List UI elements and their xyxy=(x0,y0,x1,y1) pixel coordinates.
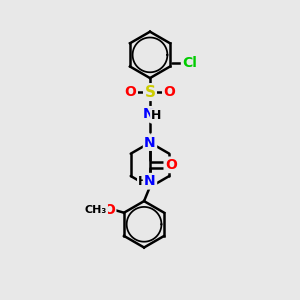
Text: H: H xyxy=(152,109,162,122)
Text: H: H xyxy=(138,175,148,188)
Text: O: O xyxy=(125,85,136,99)
Text: O: O xyxy=(103,203,115,217)
Text: Cl: Cl xyxy=(182,56,197,70)
Text: N: N xyxy=(143,107,154,121)
Text: O: O xyxy=(164,85,175,99)
Text: CH₃: CH₃ xyxy=(85,205,107,215)
Text: N: N xyxy=(144,136,156,150)
Text: O: O xyxy=(165,158,177,172)
Text: S: S xyxy=(145,85,155,100)
Text: N: N xyxy=(144,174,156,188)
